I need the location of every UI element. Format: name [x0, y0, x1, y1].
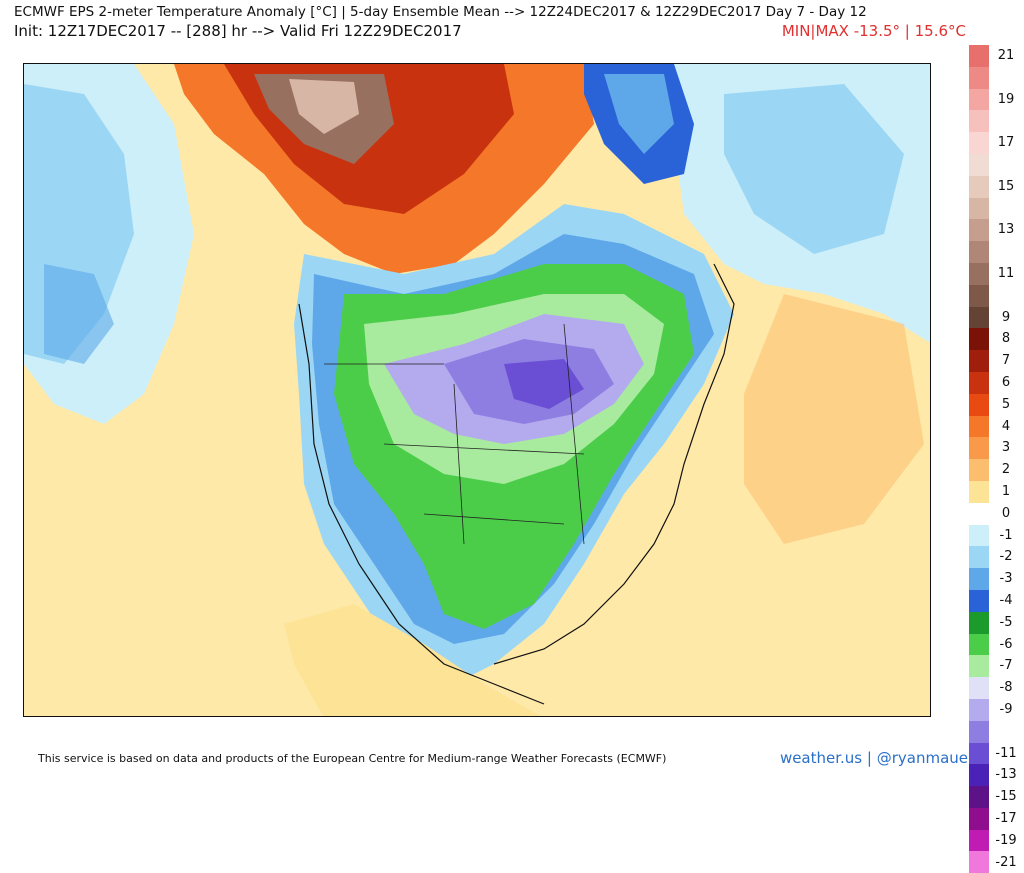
pacific-core-region [44, 264, 114, 364]
legend-swatch [969, 66, 989, 89]
legend-label: 8 [1001, 331, 1011, 347]
legend-label: 2 [1001, 462, 1011, 478]
atlantic-warm-region [744, 294, 924, 544]
legend-swatch [969, 197, 989, 220]
legend-label: -13 [995, 767, 1017, 783]
credit-link[interactable]: weather.us | @ryanmaue [779, 749, 968, 767]
legend-swatch [969, 306, 989, 329]
legend-swatch [969, 393, 989, 416]
legend-label: 21 [997, 47, 1015, 63]
legend-swatch [969, 262, 989, 285]
legend-swatch [969, 851, 989, 873]
chart-title: ECMWF EPS 2-meter Temperature Anomaly [°… [14, 4, 867, 20]
legend-swatch [969, 437, 989, 460]
legend-swatch [969, 611, 989, 634]
init-valid-line: Init: 12Z17DEC2017 -- [288] hr --> Valid… [14, 22, 462, 40]
legend-label: -3 [999, 571, 1013, 587]
legend-swatch [969, 633, 989, 656]
legend-label: -1 [999, 527, 1013, 543]
state-borders [324, 323, 585, 545]
legend-label: -6 [999, 636, 1013, 652]
legend-label: -7 [999, 658, 1013, 674]
legend-swatch [969, 415, 989, 438]
legend-swatch [969, 328, 989, 351]
legend-label: 11 [997, 265, 1015, 281]
legend-swatch [969, 720, 989, 743]
ecmwf-disclaimer: This service is based on data and produc… [38, 752, 667, 765]
legend-swatch [969, 175, 989, 198]
legend-swatch [969, 284, 989, 307]
coastline [298, 263, 735, 705]
legend-swatch [969, 88, 989, 111]
legend-label: 3 [1001, 440, 1011, 456]
legend-label: 19 [997, 91, 1015, 107]
legend-label: 1 [1001, 483, 1011, 499]
legend-swatch [969, 132, 989, 154]
legend-label: -21 [995, 854, 1017, 870]
legend-swatch [969, 677, 989, 699]
legend-label: -17 [995, 810, 1017, 826]
legend-label: 6 [1001, 374, 1011, 390]
legend-swatch [969, 829, 989, 852]
legend-label: 13 [997, 222, 1015, 238]
legend-swatch [969, 219, 989, 242]
legend-label: 0 [1001, 505, 1011, 521]
legend-label: 17 [997, 135, 1015, 151]
map-canvas [24, 64, 930, 716]
alaska-peak-anomaly [289, 79, 359, 134]
legend-swatch [969, 459, 989, 481]
legend-swatch [969, 241, 989, 263]
legend-swatch [969, 350, 989, 372]
legend-swatch [969, 589, 989, 612]
legend-swatch [969, 153, 989, 176]
legend-swatch [969, 655, 989, 678]
legend-swatch [969, 45, 989, 67]
legend-label: 5 [1001, 396, 1011, 412]
legend-swatch [969, 371, 989, 394]
legend-swatch [969, 524, 989, 547]
legend-label: -4 [999, 592, 1013, 608]
legend-label: -11 [995, 745, 1017, 761]
atlantic-cold-region [724, 84, 904, 254]
legend-label: 15 [997, 178, 1015, 194]
legend-swatch [969, 110, 989, 133]
legend-swatch [969, 568, 989, 590]
legend-label: 7 [1001, 353, 1011, 369]
legend-swatch [969, 502, 989, 525]
legend-label: -19 [995, 832, 1017, 848]
legend-label: -9 [999, 701, 1013, 717]
legend-label: 9 [1001, 309, 1011, 325]
legend-label: -8 [999, 680, 1013, 696]
greenland-core-region [604, 74, 674, 154]
legend-swatch [969, 807, 989, 830]
anomaly-map[interactable] [23, 63, 931, 717]
legend-label: -5 [999, 614, 1013, 630]
legend-swatch [969, 480, 989, 503]
legend-label: 4 [1001, 418, 1011, 434]
mexico-warm-region [284, 604, 541, 716]
min-max-readout: MIN|MAX -13.5° | 15.6°C [781, 22, 966, 40]
legend-swatch [969, 546, 989, 569]
legend-swatch [969, 742, 989, 765]
legend-label: -2 [999, 549, 1013, 565]
legend-label: -15 [995, 789, 1017, 805]
legend-swatch [969, 698, 989, 721]
color-scale-legend [969, 45, 989, 873]
cold-core-inner [504, 359, 584, 409]
legend-swatch [969, 786, 989, 808]
